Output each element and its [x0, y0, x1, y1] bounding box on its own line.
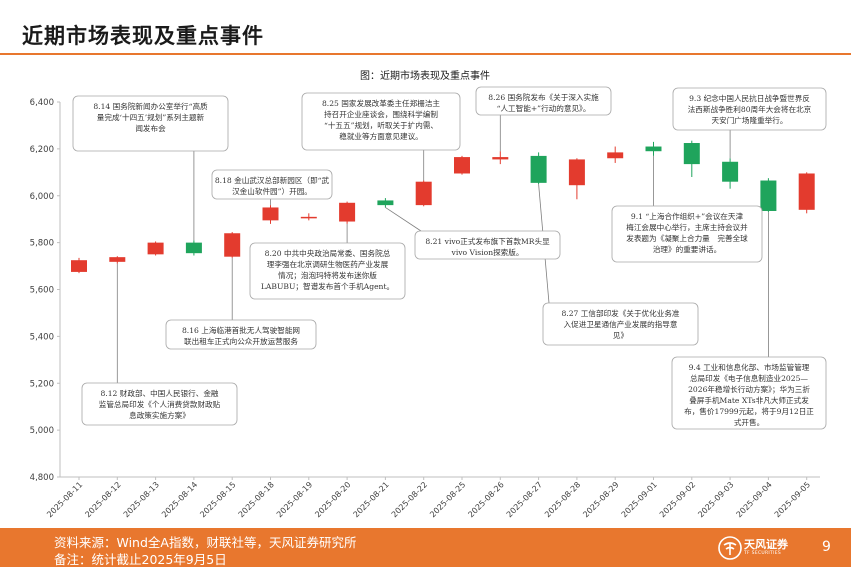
chart-title: 图：近期市场表现及重点事件 — [360, 69, 490, 82]
candle-body — [760, 180, 777, 211]
candle-body — [454, 157, 470, 174]
x-tick-label: 2025-08-11 — [45, 480, 84, 519]
candle-body — [300, 216, 317, 219]
candle-body — [568, 159, 585, 186]
x-tick-label: 2025-08-28 — [543, 480, 582, 519]
callout-text: 8.21 vivo正式发布旗下首款MR头显 vivo Vision探索版。 — [425, 236, 550, 257]
callout-text: 8.14 国务院新闻办公室举行“高质量完成‘十四五’规划”系列主题新闻发布会 — [93, 101, 208, 133]
callout-box — [81, 382, 238, 426]
callout-box — [211, 169, 333, 200]
callout-text: 8.20 中共中央政治局常委、国务院总理李强在北京调研生物医药产业发展情况；泡泡… — [261, 248, 394, 291]
y-tick-label: 5,000 — [30, 426, 54, 436]
x-tick-label: 2025-08-22 — [390, 480, 429, 519]
callout-box — [72, 95, 229, 152]
x-tick-label: 2025-08-29 — [581, 480, 620, 519]
candle-body — [607, 152, 624, 159]
x-tick-label: 2025-08-26 — [466, 480, 505, 519]
x-tick-label: 2025-08-19 — [275, 480, 314, 519]
x-tick-label: 2025-08-14 — [160, 480, 199, 519]
candle-body — [71, 260, 87, 272]
candle-body — [798, 173, 815, 210]
candle-body — [185, 242, 202, 254]
x-tick-label: 2025-08-25 — [428, 480, 467, 519]
callout-text: 9.4 工业和信息化部、市场监管管理总局印发《电子信息制造业2025— 2026年… — [684, 362, 814, 427]
callout-box — [301, 92, 461, 151]
callout-text: 8.12 财政部、中国人民银行、金融监管总局印发《个人消费贷款财政贴息政策实施方… — [99, 388, 221, 420]
page-number: 9 — [822, 539, 831, 555]
candle-body — [415, 181, 432, 206]
x-tick-label: 2025-08-20 — [313, 480, 352, 519]
x-tick-label: 2025-08-27 — [505, 480, 544, 519]
callout-box — [671, 356, 827, 430]
y-tick-label: 4,800 — [30, 473, 54, 483]
candle-body — [530, 155, 547, 183]
logo-text: 天风证券 TF SECURITIES — [744, 538, 788, 556]
x-tick-label: 2025-08-15 — [198, 480, 237, 519]
callout-box — [165, 319, 317, 350]
callout-box — [249, 242, 406, 300]
x-tick-label: 2025-08-18 — [237, 480, 276, 519]
x-tick-label: 2025-09-05 — [773, 480, 812, 519]
callout-text: 8.18 金山武汉总部新园区（即“武汉金山软件园”）开园。 — [215, 175, 330, 196]
source-note: 资料来源：Wind全A指数，财联社等，天风证券研究所 — [54, 535, 357, 550]
callout-box — [672, 87, 827, 131]
x-tick-label: 2025-09-01 — [620, 480, 659, 519]
x-tick-label: 2025-09-02 — [658, 480, 697, 519]
title-divider — [0, 53, 851, 55]
callout-text: 9.1 “上海合作组织+”会议在天津梅江会展中心举行，主席主持会议并发表题为《凝… — [626, 211, 748, 254]
callout-text: 8.27 工信部印发《关于优化业务准入促进卫星通信产业发展的指导意见》 — [561, 308, 679, 340]
candle-body — [683, 143, 700, 165]
x-tick-label: 2025-09-03 — [696, 480, 735, 519]
slide-title: 近期市场表现及重点事件 — [22, 24, 264, 48]
callout-text: 8.16 上海临港首批无人驾驶智能网联出租车正式向公众开放运营服务 — [182, 325, 300, 346]
candle-body — [262, 207, 279, 221]
candle-body — [147, 242, 164, 255]
callout-text: 8.25 国家发展改革委主任郑栅洁主持召开企业座谈会，围绕科学编制“十五五”规划… — [322, 98, 440, 141]
y-tick-label: 5,400 — [30, 332, 54, 342]
y-tick-label: 6,000 — [30, 192, 54, 202]
callout-box — [414, 230, 561, 260]
x-tick-label: 2025-09-04 — [735, 480, 774, 519]
cutoff-note: 备注：统计截止2025年9月5日 — [54, 552, 227, 567]
callout-text: 9.3 纪念中国人民抗日战争暨世界反法西斯战争胜利80周年大会将在北京天安门广场… — [688, 93, 812, 125]
candle-body — [645, 146, 662, 152]
callout-leader — [385, 207, 422, 232]
company-logo: 天风证券 TF SECURITIES — [718, 536, 788, 560]
y-tick-label: 5,800 — [30, 239, 54, 249]
candle-body — [339, 202, 356, 222]
y-tick-label: 5,200 — [30, 379, 54, 389]
y-tick-label: 5,600 — [30, 286, 54, 296]
callout-text: 8.26 国务院发布《关于深入实施“人工智能+”行动的意见》。 — [488, 92, 599, 113]
candle-body — [722, 161, 739, 182]
candle-body — [492, 157, 509, 160]
x-tick-label: 2025-08-21 — [352, 480, 391, 519]
candle-body — [224, 233, 241, 257]
logo-icon — [718, 536, 742, 560]
y-tick-label: 6,200 — [30, 145, 54, 155]
callout-box — [542, 302, 699, 346]
y-tick-label: 6,400 — [30, 98, 54, 108]
candlestick-chart: 图：近期市场表现及重点事件 4,800 5,000 5,200 5,400 5,600 5,… — [30, 69, 827, 519]
callout-box — [475, 86, 612, 116]
x-tick-label: 2025-08-12 — [83, 480, 122, 519]
candle-body — [109, 257, 126, 262]
candle-body — [377, 200, 394, 206]
x-tick-label: 2025-08-13 — [122, 480, 161, 519]
footer-bar: 资料来源：Wind全A指数，财联社等，天风证券研究所 备注：统计截止2025年9… — [0, 528, 851, 567]
callout-box — [611, 205, 763, 263]
